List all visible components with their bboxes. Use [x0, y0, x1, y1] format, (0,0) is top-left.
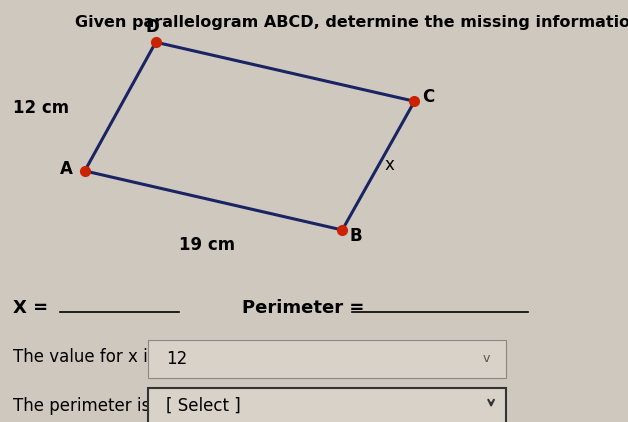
Text: v: v — [483, 352, 490, 365]
Text: The perimeter is: The perimeter is — [13, 397, 150, 415]
Text: [ Select ]: [ Select ] — [166, 397, 241, 415]
FancyBboxPatch shape — [148, 388, 506, 422]
Text: A: A — [60, 160, 72, 178]
Text: D: D — [146, 19, 160, 36]
Text: X =: X = — [13, 299, 48, 317]
Text: 19 cm: 19 cm — [179, 236, 236, 254]
Text: Given parallelogram ABCD, determine the missing information.: Given parallelogram ABCD, determine the … — [75, 15, 628, 30]
Text: 12 cm: 12 cm — [13, 99, 69, 116]
Text: Perimeter =: Perimeter = — [242, 299, 364, 317]
FancyBboxPatch shape — [148, 340, 506, 378]
Text: x: x — [384, 157, 394, 174]
Text: B: B — [350, 227, 362, 245]
Text: The value for x is: The value for x is — [13, 348, 156, 365]
Text: C: C — [422, 88, 435, 106]
Text: 12: 12 — [166, 350, 188, 368]
